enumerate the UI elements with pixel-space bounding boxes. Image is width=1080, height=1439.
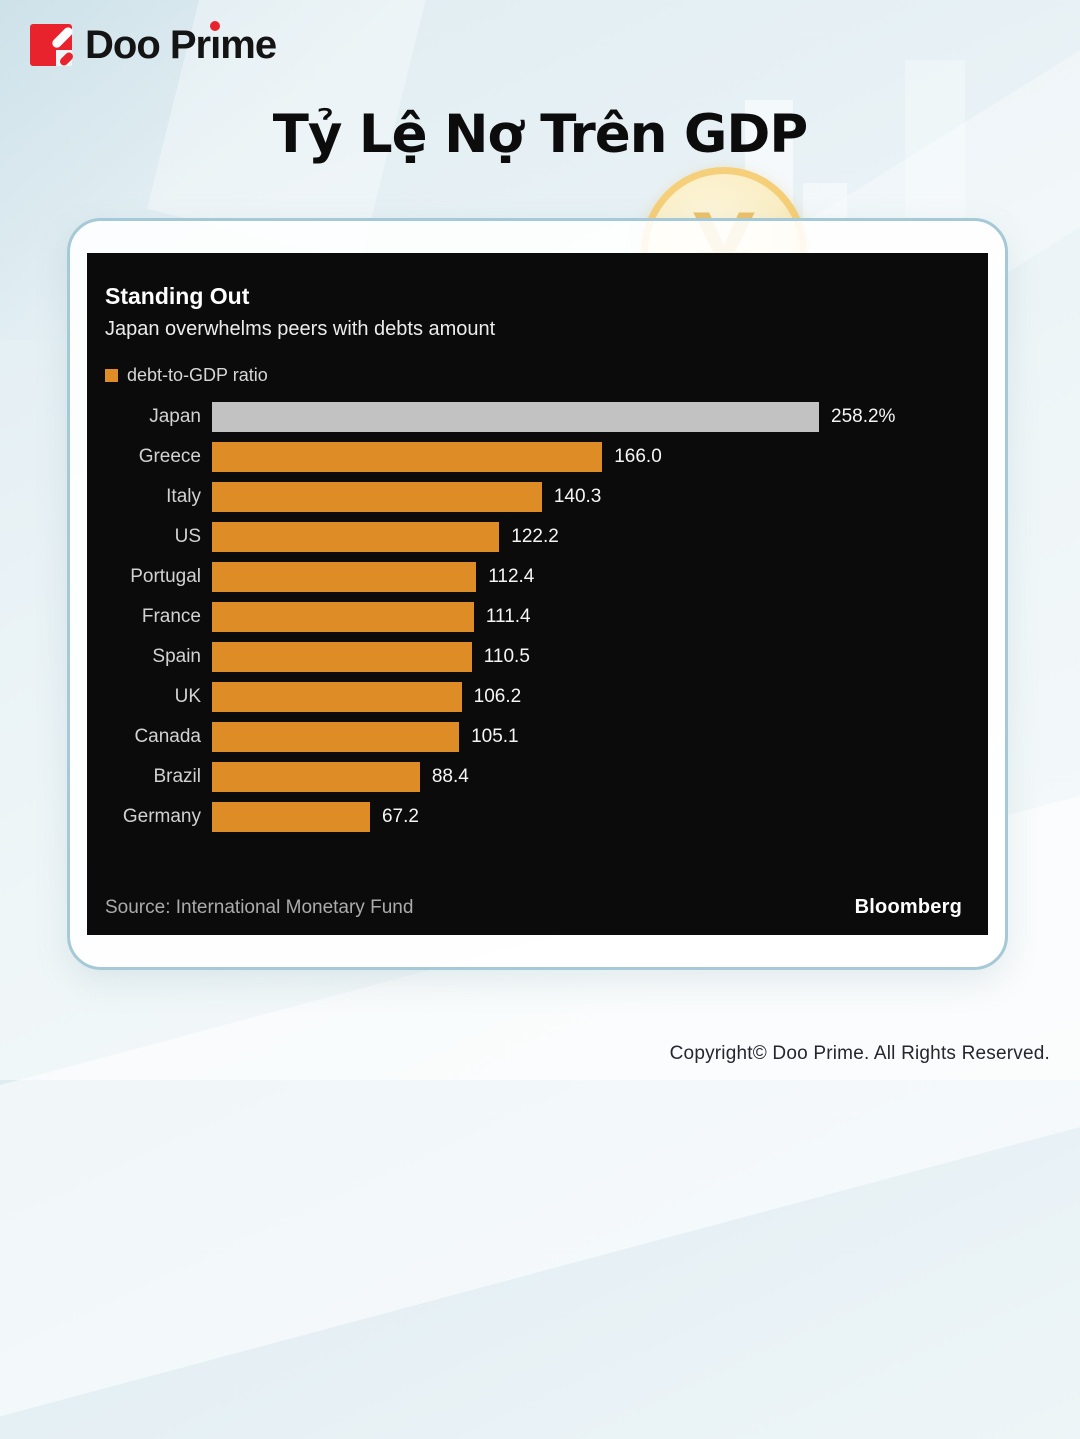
bar-row: US 122.2 bbox=[105, 522, 962, 553]
bar-value-label: 110.5 bbox=[483, 646, 530, 668]
chart-subtitle: Japan overwhelms peers with debts amount bbox=[105, 318, 496, 341]
bar-row: Italy 140.3 bbox=[105, 482, 962, 513]
bar bbox=[212, 802, 370, 833]
bar-value-label: 67.2 bbox=[381, 806, 419, 828]
doo-prime-wordmark: Doo Prıme bbox=[85, 23, 277, 67]
bar bbox=[212, 562, 477, 593]
bloomberg-wordmark: Bloomberg bbox=[854, 896, 962, 918]
background-bar-shape bbox=[803, 183, 847, 223]
bar-category-label: Spain bbox=[152, 646, 201, 668]
bar-value-label: 105.1 bbox=[471, 726, 519, 748]
bar-row: Portugal 112.4 bbox=[105, 562, 962, 593]
bar-category-label: Portugal bbox=[130, 566, 201, 588]
page-title: Tỷ Lệ Nợ Trên GDP bbox=[272, 104, 808, 165]
bar-row: Japan 258.2% bbox=[105, 402, 962, 433]
bar-row: Germany 67.2 bbox=[105, 802, 962, 833]
chart-source: Source: International Monetary Fund bbox=[105, 896, 414, 918]
bar bbox=[212, 482, 542, 513]
chart-legend: debt-to-GDP ratio bbox=[105, 365, 962, 386]
bar-value-label: 88.4 bbox=[431, 766, 469, 788]
legend-swatch bbox=[105, 369, 118, 383]
bar bbox=[212, 642, 472, 673]
bar-row: UK 106.2 bbox=[105, 682, 962, 713]
bloomberg-chart-panel: Standing Out Japan overwhelms peers with… bbox=[87, 253, 988, 935]
bar-value-label: 112.4 bbox=[488, 566, 535, 588]
legend-label: debt-to-GDP ratio bbox=[127, 365, 268, 386]
bar-value-label: 122.2 bbox=[511, 526, 559, 548]
chart-card: Standing Out Japan overwhelms peers with… bbox=[67, 218, 1008, 970]
bar-category-label: Canada bbox=[134, 726, 201, 748]
bar-value-label: 258.2% bbox=[831, 406, 896, 428]
bar bbox=[212, 602, 474, 633]
doo-prime-logo: Doo Prıme bbox=[30, 23, 277, 68]
bar-value-label: 111.4 bbox=[485, 606, 531, 628]
bar-category-label: France bbox=[141, 606, 201, 628]
bar-row: Canada 105.1 bbox=[105, 722, 962, 753]
bar-row: France 111.4 bbox=[105, 602, 962, 633]
chart-title: Standing Out bbox=[105, 283, 250, 309]
bar-value-label: 140.3 bbox=[553, 486, 602, 508]
bar-category-label: Germany bbox=[122, 806, 201, 828]
bar-category-label: Brazil bbox=[153, 766, 201, 788]
doo-prime-logo-icon bbox=[30, 24, 75, 68]
bar bbox=[212, 442, 603, 473]
bar-category-label: Greece bbox=[138, 446, 201, 468]
bar-category-label: UK bbox=[174, 686, 201, 708]
bar-value-label: 166.0 bbox=[614, 446, 662, 468]
bar-value-label: 106.2 bbox=[473, 686, 522, 708]
bar bbox=[212, 402, 819, 433]
bar bbox=[212, 682, 462, 713]
chart-footer: Source: International Monetary Fund Bloo… bbox=[105, 896, 962, 919]
bar bbox=[212, 762, 420, 793]
bar-category-label: Japan bbox=[149, 406, 201, 428]
copyright-text: Copyright© Doo Prime. All Rights Reserve… bbox=[669, 1043, 1050, 1064]
bar-category-label: US bbox=[174, 526, 201, 548]
bar bbox=[212, 722, 460, 753]
bar-category-label: Italy bbox=[166, 486, 201, 508]
bar-rows: Japan 258.2% Greece 166.0 Italy 140.3 US 122.2 P… bbox=[105, 402, 962, 833]
bar-row: Spain 110.5 bbox=[105, 642, 962, 673]
bar-row: Brazil 88.4 bbox=[105, 762, 962, 793]
bar-row: Greece 166.0 bbox=[105, 442, 962, 473]
bar bbox=[212, 522, 500, 553]
